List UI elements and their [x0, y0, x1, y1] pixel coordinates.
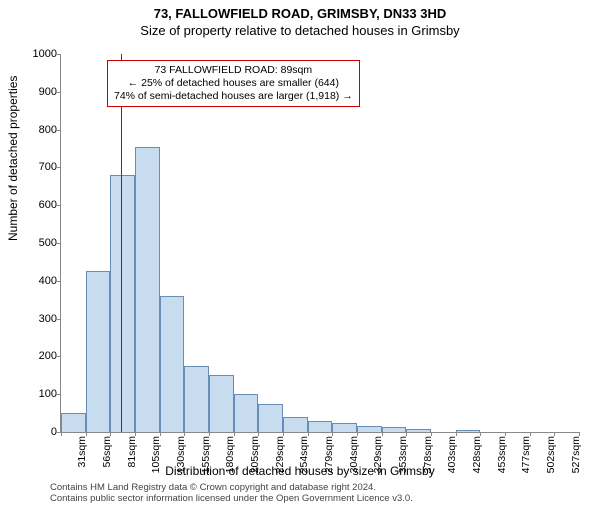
x-tick-label: 31sqm: [76, 436, 88, 468]
y-tick-mark: [57, 243, 61, 244]
y-tick-label: 1000: [33, 48, 57, 60]
y-tick-mark: [57, 394, 61, 395]
histogram-bar: [209, 375, 234, 432]
y-tick-mark: [57, 356, 61, 357]
page-title-subtitle: Size of property relative to detached ho…: [0, 23, 600, 38]
attribution-line-2: Contains public sector information licen…: [50, 494, 413, 504]
y-tick-label: 600: [39, 199, 57, 211]
y-tick-label: 900: [39, 86, 57, 98]
histogram-bar: [110, 175, 135, 432]
x-tick-mark: [406, 432, 407, 436]
x-tick-mark: [382, 432, 383, 436]
annotation-line-3: 74% of semi-detached houses are larger (…: [114, 90, 353, 103]
histogram-bar: [135, 147, 160, 432]
y-tick-label: 500: [39, 237, 57, 249]
x-tick-mark: [160, 432, 161, 436]
histogram-bar: [61, 413, 86, 432]
y-tick-label: 200: [39, 350, 57, 362]
x-tick-mark: [431, 432, 432, 436]
attribution-line-1: Contains HM Land Registry data © Crown c…: [50, 483, 413, 493]
y-tick-mark: [57, 205, 61, 206]
y-tick-label: 400: [39, 275, 57, 287]
plot-area: 0100200300400500600700800900100031sqm56s…: [60, 54, 579, 433]
x-axis-label: Distribution of detached houses by size …: [0, 464, 600, 478]
x-tick-mark: [554, 432, 555, 436]
property-size-marker: [121, 54, 122, 432]
y-tick-mark: [57, 130, 61, 131]
histogram-bar: [332, 423, 357, 432]
annotation-line-1: 73 FALLOWFIELD ROAD: 89sqm: [114, 64, 353, 77]
x-tick-mark: [505, 432, 506, 436]
x-tick-mark: [530, 432, 531, 436]
y-tick-mark: [57, 92, 61, 93]
x-tick-mark: [86, 432, 87, 436]
chart-area: 0100200300400500600700800900100031sqm56s…: [60, 54, 578, 432]
histogram-bar: [160, 296, 185, 432]
x-tick-mark: [61, 432, 62, 436]
histogram-bar: [456, 430, 481, 432]
x-tick-mark: [283, 432, 284, 436]
x-tick-mark: [258, 432, 259, 436]
histogram-bar: [86, 271, 111, 432]
annotation-callout: 73 FALLOWFIELD ROAD: 89sqm← 25% of detac…: [107, 60, 360, 107]
histogram-bar: [234, 394, 259, 432]
attribution-text: Contains HM Land Registry data © Crown c…: [50, 483, 413, 504]
y-tick-label: 300: [39, 313, 57, 325]
annotation-line-2: ← 25% of detached houses are smaller (64…: [114, 77, 353, 90]
x-tick-mark: [209, 432, 210, 436]
y-tick-mark: [57, 281, 61, 282]
page-title-address: 73, FALLOWFIELD ROAD, GRIMSBY, DN33 3HD: [0, 6, 600, 21]
histogram-bar: [283, 417, 308, 432]
x-tick-mark: [357, 432, 358, 436]
x-tick-mark: [135, 432, 136, 436]
x-tick-mark: [332, 432, 333, 436]
x-tick-mark: [308, 432, 309, 436]
x-tick-mark: [480, 432, 481, 436]
x-tick-mark: [456, 432, 457, 436]
x-tick-label: 56sqm: [101, 436, 113, 468]
y-tick-mark: [57, 319, 61, 320]
x-tick-mark: [110, 432, 111, 436]
histogram-bar: [184, 366, 209, 432]
y-tick-label: 700: [39, 161, 57, 173]
histogram-bar: [258, 404, 283, 432]
x-tick-label: 81sqm: [126, 436, 138, 468]
y-tick-mark: [57, 54, 61, 55]
y-tick-label: 100: [39, 388, 57, 400]
y-tick-mark: [57, 167, 61, 168]
x-tick-mark: [234, 432, 235, 436]
x-tick-mark: [579, 432, 580, 436]
histogram-bar: [382, 427, 407, 432]
histogram-bar: [406, 429, 431, 432]
histogram-bar: [357, 426, 382, 432]
y-tick-label: 800: [39, 124, 57, 136]
histogram-bar: [308, 421, 333, 432]
x-tick-mark: [184, 432, 185, 436]
y-axis-label: Number of detached properties: [6, 76, 20, 241]
